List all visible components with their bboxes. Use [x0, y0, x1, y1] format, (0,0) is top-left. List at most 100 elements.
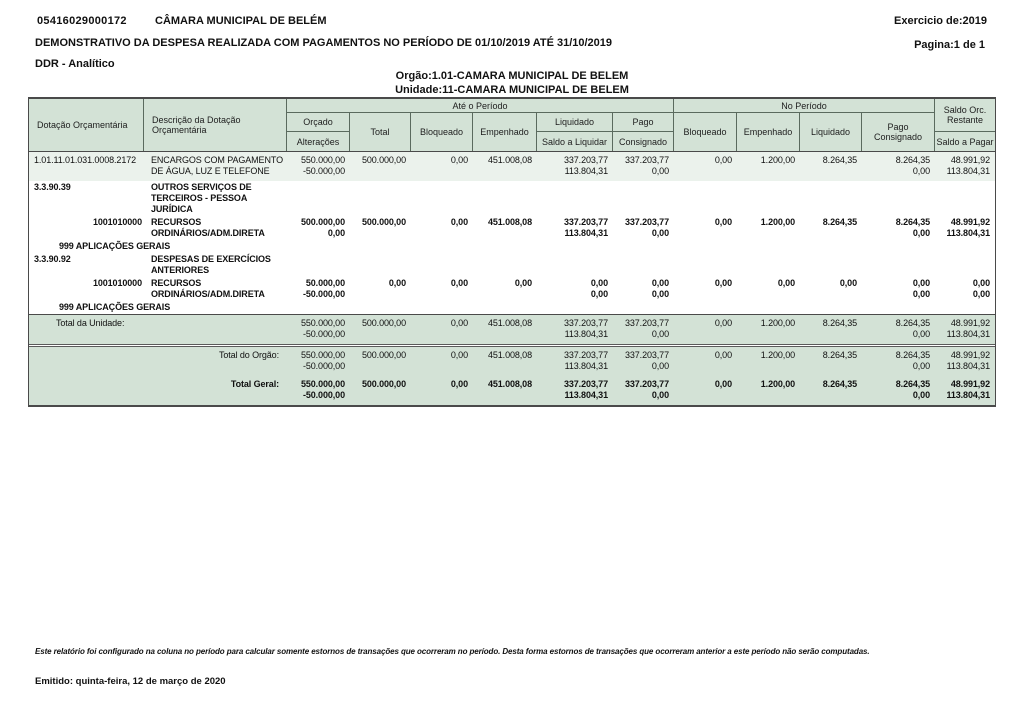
empenhado-np-value: 1.200,00: [760, 379, 795, 389]
bloqueado-value: 0,00: [450, 379, 468, 389]
text-line: TERCEIROS - PESSOA JURÍDICA: [151, 193, 247, 214]
empenhado-value: 451.008,08: [487, 155, 532, 165]
table-row: 3.3.90.39 OUTROS SERVIÇOS DE TERCEIROS -…: [29, 181, 995, 216]
col-header-saldo-a-pagar: Saldo a Pagar: [936, 136, 994, 147]
expense-table: Dotação Orçamentária Descrição da Dotaçã…: [28, 97, 996, 407]
text-line: DE ÁGUA, LUZ E TELEFONE: [151, 166, 270, 176]
text-line: 113.804,31: [564, 390, 608, 400]
pago-consignado-np-value: 8.264,35 0,00: [862, 318, 935, 340]
text-line: ORDINÁRIOS/ADM.DIRETA: [151, 228, 265, 238]
text-line: 0,00: [912, 329, 930, 339]
col-header-saldo-orc-restante: Saldo Orc. Restante: [935, 99, 995, 132]
text-line: 48.991,92: [950, 318, 990, 328]
text-line: 0,00: [912, 361, 930, 371]
liquidado-np-value: 8.264,35: [822, 350, 857, 360]
total-label: Total do Orgão:: [218, 350, 279, 360]
bloqueado-value: 0,00: [450, 155, 468, 165]
group-header-no-periodo: No Período: [674, 99, 935, 113]
total-value: 500.000,00: [361, 155, 406, 165]
entity-name: CÂMARA MUNICIPAL DE BELÉM: [155, 15, 327, 27]
text-line: 0,00: [651, 278, 669, 288]
liquidado-np-value: 8.264,35: [822, 155, 857, 165]
col-header-descricao: Descrição da Dotação Orçamentária: [144, 99, 287, 151]
text-line: Saldo Orc.: [943, 105, 987, 115]
text-line: 550.000,00: [300, 379, 345, 389]
col-header-bloqueado-no-periodo: Bloqueado: [674, 113, 737, 151]
text-line: 48.991,92: [950, 217, 990, 227]
text-line: 48.991,92: [950, 350, 990, 360]
col-header-empenhado-ate: Empenhado: [473, 113, 537, 151]
text-line: 113.804,31: [564, 361, 608, 371]
text-line: 337.203,77: [563, 318, 608, 328]
text-line: 8.264,35: [895, 217, 930, 227]
text-line: 8.264,35: [895, 155, 930, 165]
unidade-line: Unidade:11-CAMARA MUNICIPAL DE BELEM: [395, 84, 629, 96]
bloqueado-np-value: 0,00: [714, 155, 732, 165]
text-line: ENCARGOS COM PAGAMENTO: [151, 155, 283, 165]
liquidado-np-value: 8.264,35: [822, 217, 857, 227]
table-body: 1.01.11.01.031.0008.2172 ENCARGOS COM PA…: [29, 152, 995, 314]
empenhado-np-value: 1.200,00: [760, 350, 795, 360]
col-header-pago-ate: Pago: [613, 113, 674, 132]
fonte-recurso-code: 1001010000: [92, 217, 142, 227]
text-line: 113.804,31: [946, 228, 990, 238]
empenhado-value: 451.008,08: [487, 217, 532, 227]
dotacao-value: 1.01.11.01.031.0008.2172: [34, 155, 137, 165]
text-line: 0,00: [590, 289, 608, 299]
bloqueado-np-value: 0,00: [714, 318, 732, 328]
empenhado-np-value: 1.200,00: [760, 217, 795, 227]
table-row: 999 APLICAÇÕES GERAIS: [29, 301, 995, 314]
col-header-consignado-ate: Consignado: [613, 132, 674, 151]
text-line: 0,00: [590, 278, 608, 288]
text-line: 0,00: [651, 390, 669, 400]
pago-consignado-value: 337.203,77 0,00: [613, 155, 674, 177]
text-line: -50.000,00: [302, 166, 345, 176]
text-line: 0,00: [651, 361, 669, 371]
col-header-empenhado-no-periodo: Empenhado: [737, 113, 800, 151]
text-line: 48.991,92: [950, 155, 990, 165]
pago-consignado-np-value: 8.264,35 0,00: [862, 379, 935, 401]
text-line: OUTROS SERVIÇOS DE: [151, 182, 252, 192]
dotacao-value: 3.3.90.92: [34, 254, 71, 264]
pago-consignado-value: 0,00 0,00: [613, 278, 674, 300]
bloqueado-np-value: 0,00: [714, 217, 732, 227]
group-header-ate-o-periodo: Até o Período: [287, 99, 674, 113]
text-line: 0,00: [651, 166, 669, 176]
total-value: 0,00: [388, 278, 406, 288]
text-line: 113.804,31: [946, 361, 990, 371]
liquidado-np-value: 8.264,35: [822, 318, 857, 328]
issued-date: Emitido: quinta-feira, 12 de março de 20…: [35, 676, 226, 687]
pago-consignado-value: 337.203,77 0,00: [613, 217, 674, 239]
text-line: 0,00: [972, 278, 990, 288]
totals-separator: [29, 345, 995, 347]
text-line: ANTERIORES: [151, 265, 210, 275]
report-title: DEMONSTRATIVO DA DESPESA REALIZADA COM P…: [35, 37, 613, 49]
col-header-bloqueado-ate: Bloqueado: [411, 113, 473, 151]
text-line: 0,00: [912, 289, 930, 299]
orcado-alteracoes-value: 550.000,00 -50.000,00: [287, 318, 350, 340]
col-header-liquidado-no-periodo: Liquidado: [800, 113, 862, 151]
descricao-value: OUTROS SERVIÇOS DE TERCEIROS - PESSOA JU…: [144, 182, 287, 215]
text-line: ORDINÁRIOS/ADM.DIRETA: [151, 289, 265, 299]
saldo-restante-value: 48.991,92 113.804,31: [935, 350, 995, 372]
empenhado-np-value: 0,00: [777, 278, 795, 288]
text-line: 8.264,35: [895, 318, 930, 328]
bloqueado-np-value: 0,00: [714, 350, 732, 360]
empenhado-value: 0,00: [514, 278, 532, 288]
orgao-line: Orgão:1.01-CAMARA MUNICIPAL DE BELEM: [395, 70, 629, 82]
text-line: Pago: [887, 122, 909, 132]
text-line: 0,00: [651, 228, 669, 238]
page-number: Pagina:1 de 1: [914, 39, 985, 51]
text-line: Orçamentária: [152, 125, 207, 135]
saldo-restante-value: 48.991,92 113.804,31: [935, 155, 995, 177]
table-row: 3.3.90.92 DESPESAS DE EXERCÍCIOS ANTERIO…: [29, 253, 995, 277]
col-header-pago-consignado-no-periodo: Pago Consignado: [862, 113, 935, 151]
liquidado-saldo-value: 0,00 0,00: [537, 278, 613, 300]
orcado-alteracoes-value: 550.000,00 -50.000,00: [287, 155, 350, 177]
descricao-value: RECURSOS ORDINÁRIOS/ADM.DIRETA: [144, 217, 287, 239]
text-line: -50.000,00: [302, 390, 345, 400]
pago-consignado-value: 337.203,77 0,00: [613, 379, 674, 401]
report-type: DDR - Analítico: [35, 58, 115, 70]
footer-note: Este relatório foi configurado na coluna…: [35, 647, 870, 656]
